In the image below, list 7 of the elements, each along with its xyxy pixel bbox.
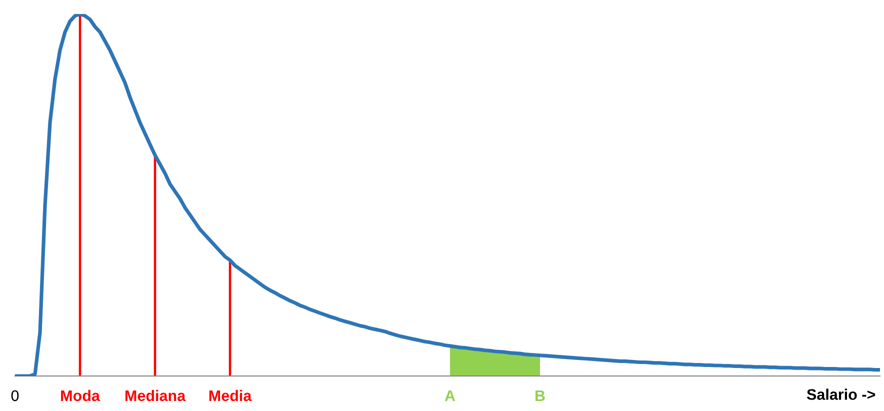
x-axis-title: Salario -> — [806, 388, 876, 400]
x-tick-label: Media — [209, 390, 252, 402]
x-tick-label: B — [536, 390, 545, 401]
x-tick-label: 0 — [11, 390, 19, 402]
x-tick-label: A — [444, 390, 456, 401]
x-tick-label: Mediana — [125, 390, 186, 402]
x-tick-label: Moda — [61, 390, 100, 402]
